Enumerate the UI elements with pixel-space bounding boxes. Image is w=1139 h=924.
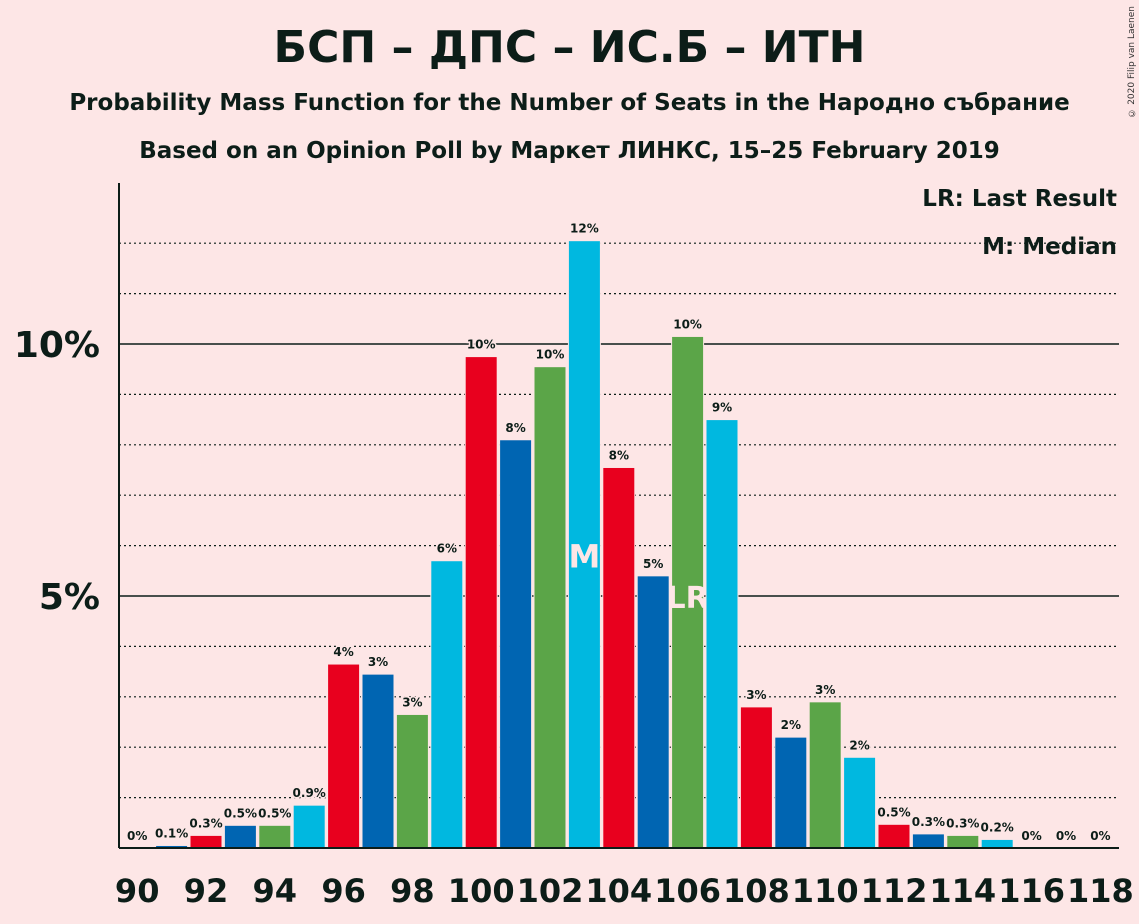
bar-97 [361,673,395,849]
bar-value-label: 0.3% [189,816,222,830]
bar-115 [980,838,1014,849]
bar-value-label: 10% [467,338,496,352]
bar-104 [602,466,636,849]
bar-value-label: 0.3% [912,815,945,829]
bar-value-label: 0% [1090,829,1110,843]
bar-value-label: 0% [1056,829,1076,843]
bar-94 [258,824,292,849]
bar-105 [636,575,670,849]
bar-101 [499,439,533,849]
bar-102 [533,366,567,849]
x-tick-label: 118 [1067,872,1134,910]
bar-93 [223,824,257,849]
bar-114 [946,834,980,849]
bar-value-label: 0.5% [224,806,257,820]
median-marker: M [568,538,600,576]
bar-110 [808,701,842,849]
last-result-marker: LR [666,581,708,616]
x-tick-label: 106 [654,872,721,910]
bar-value-label: 8% [505,421,525,435]
x-tick-label: 108 [723,872,790,910]
bar-value-label: 0% [127,829,147,843]
bar-value-label: 3% [746,688,766,702]
x-tick-label: 114 [929,872,996,910]
bar-99 [430,560,464,849]
bar-value-label: 0.1% [155,826,188,840]
bar-95 [292,804,326,849]
bar-100 [464,356,498,849]
bar-value-label: 0.5% [258,806,291,820]
bar-value-label: 2% [849,738,869,752]
y-tick-label: 10% [14,325,100,366]
x-tick-label: 112 [861,872,928,910]
x-tick-label: 116 [998,872,1065,910]
bar-value-label: 0.5% [877,805,910,819]
bar-value-label: 3% [815,683,835,697]
chart-subtitle-pmf: Probability Mass Function for the Number… [69,90,1070,116]
bar-value-label: 0.9% [293,786,326,800]
bar-value-label: 0.2% [981,820,1014,834]
legend-last-result: LR: Last Result [922,186,1117,212]
bar-113 [911,833,945,849]
bar-98 [395,713,429,849]
bar-value-label: 2% [781,718,801,732]
x-tick-label: 90 [115,872,160,910]
x-tick-label: 94 [253,872,298,910]
chart-subtitle-poll: Based on an Opinion Poll by Маркет ЛИНКС… [139,138,1000,164]
bar-value-label: 5% [643,557,663,571]
bar-value-label: 4% [333,645,353,659]
y-tick-label: 5% [39,577,100,618]
bar-value-label: 9% [712,401,732,415]
bar-111 [843,756,877,849]
bar-value-label: 10% [673,317,702,331]
x-tick-label: 92 [184,872,229,910]
x-tick-label: 96 [321,872,366,910]
bar-value-label: 8% [609,448,629,462]
bar-109 [774,736,808,849]
chart-title: БСП – ДПС – ИС.Б – ИТН [273,22,866,73]
x-tick-label: 100 [448,872,515,910]
x-tick-label: 110 [792,872,859,910]
x-tick-label: 104 [585,872,652,910]
bar-value-label: 6% [437,542,457,556]
bar-108 [739,706,773,849]
bar-value-label: 12% [570,222,599,236]
bar-value-label: 3% [402,695,422,709]
x-tick-label: 102 [517,872,584,910]
bar-value-label: 0% [1021,829,1041,843]
bar-103 [567,240,601,849]
bar-92 [189,834,223,849]
bar-107 [705,419,739,849]
bar-96 [327,663,361,849]
bar-106 [671,335,705,849]
legend-median: M: Median [982,234,1117,260]
bar-value-label: 0.3% [946,816,979,830]
bar-112 [877,823,911,849]
x-tick-label: 98 [390,872,435,910]
bar-value-label: 10% [536,348,565,362]
bar-value-label: 3% [368,655,388,669]
